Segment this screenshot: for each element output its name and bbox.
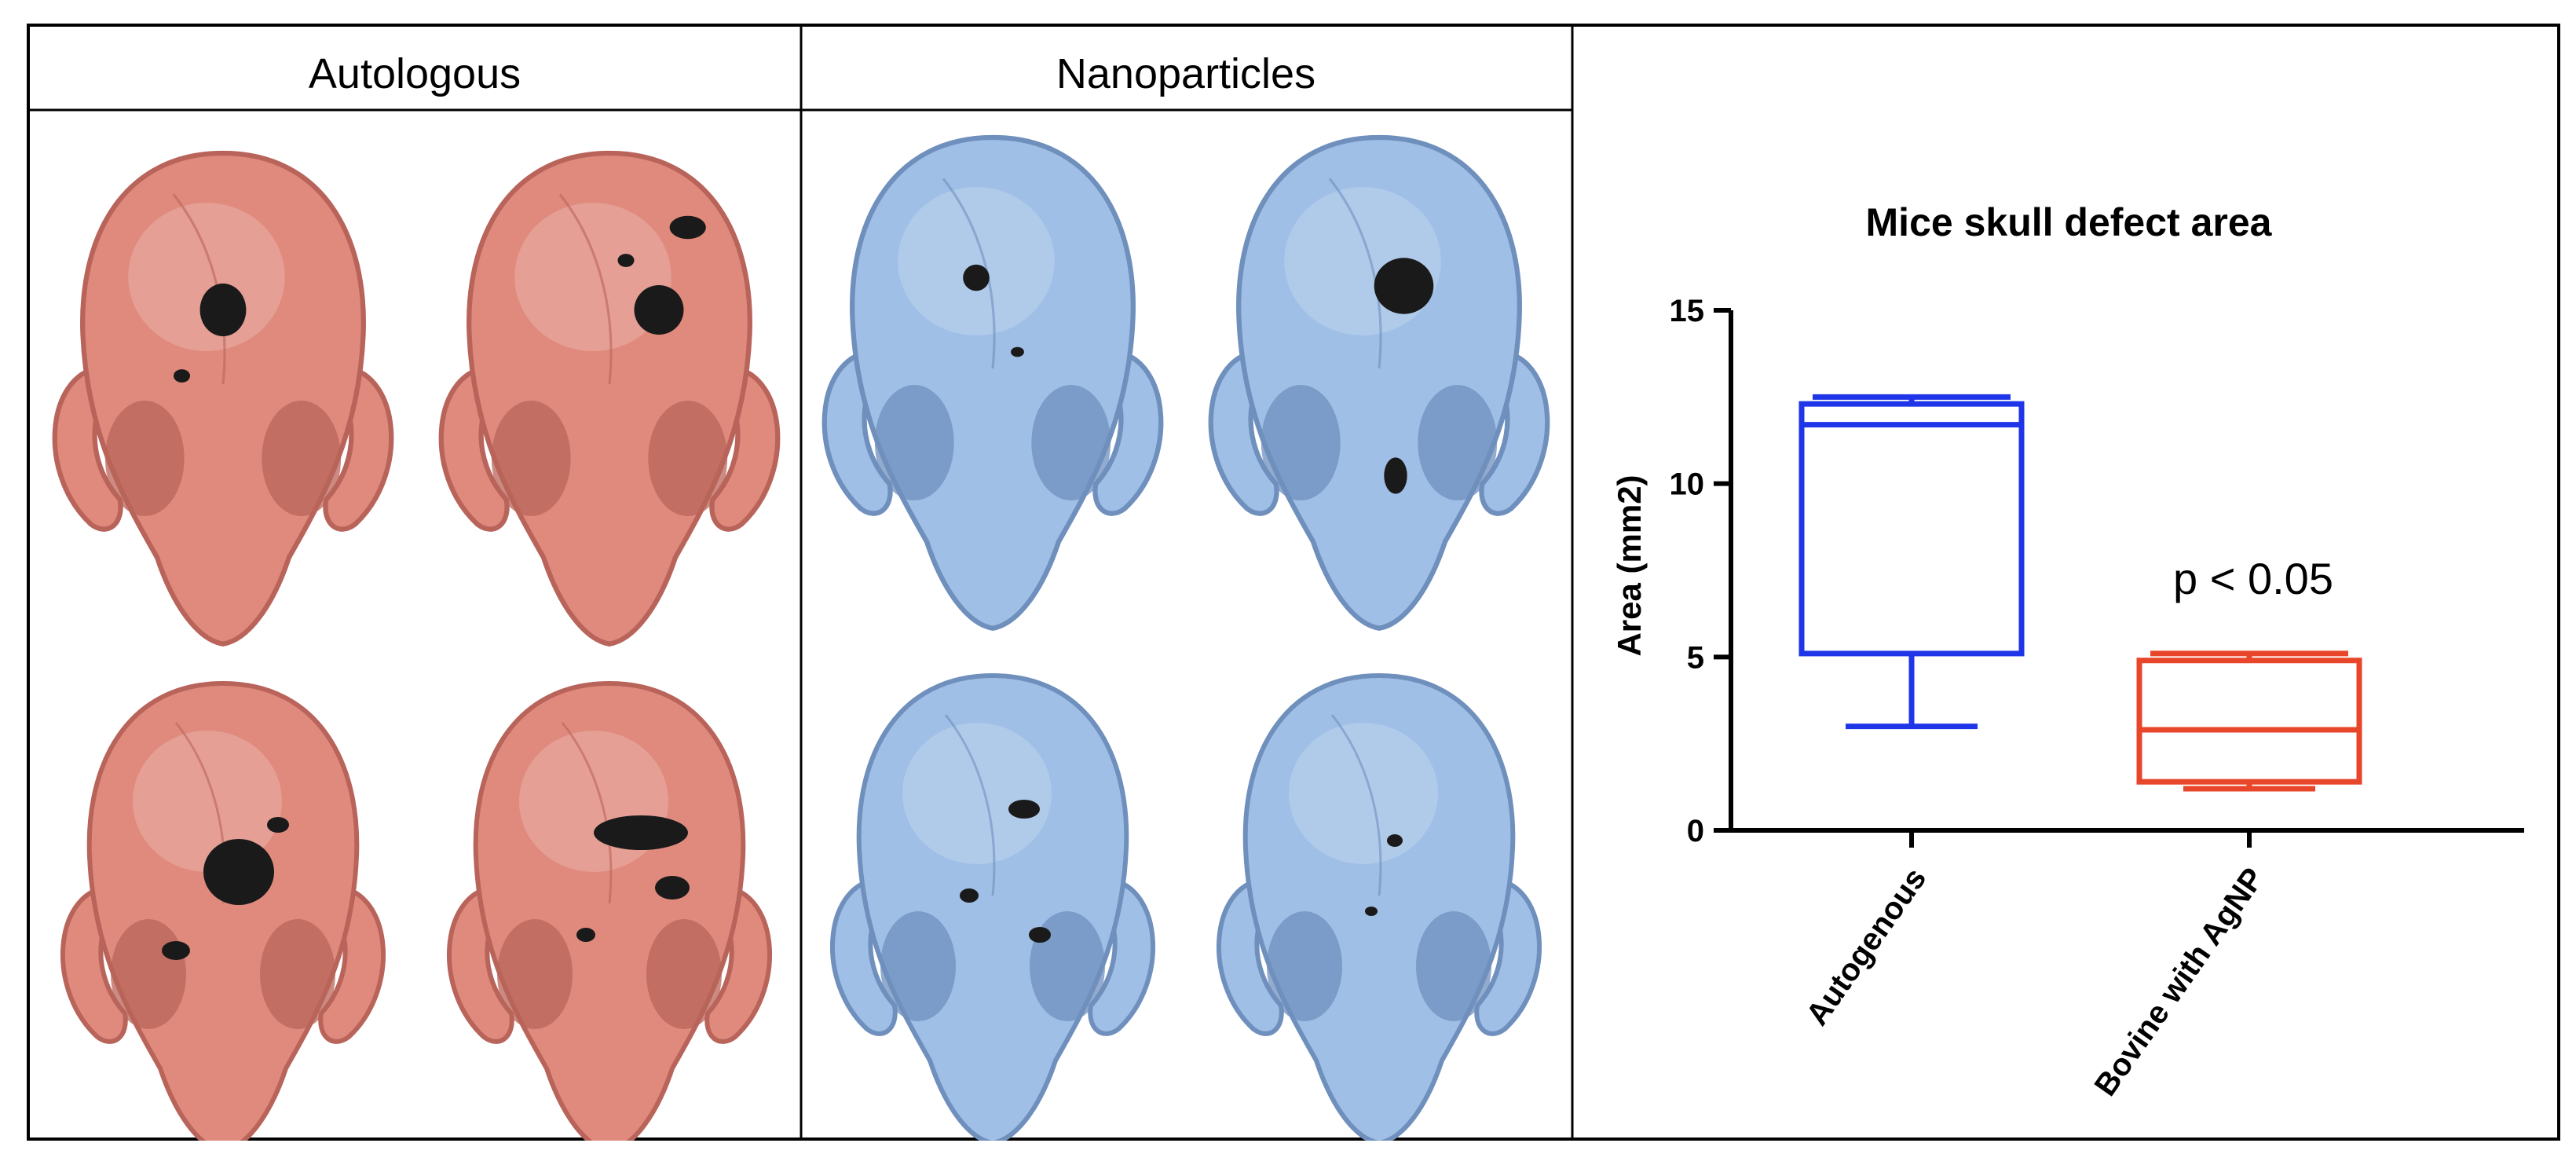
skull-nanoparticles-2	[1208, 134, 1550, 631]
box-plot: Mice skull defect area Area (mm2) p < 0.…	[1611, 200, 2524, 1102]
y-axis-label: Area (mm2)	[1611, 474, 1648, 656]
skull-renders-nanoparticles	[821, 134, 1550, 1141]
box-autogenous	[1798, 394, 2025, 730]
y-tick-label: 15	[1670, 294, 1705, 328]
skull-autologous-1	[52, 150, 394, 647]
skull-autologous-2	[438, 150, 781, 647]
p-value-annotation: p < 0.05	[2173, 554, 2333, 603]
x-tick-label: Bovine with AgNP	[2088, 862, 2271, 1102]
box-bovine-with-agnp	[2136, 650, 2362, 792]
figure-svg: Autologous Nanoparticles Mice skull defe…	[27, 24, 2560, 1141]
skull-autologous-4	[446, 680, 773, 1141]
iqr-box	[1798, 401, 2025, 657]
skull-nanoparticles-1	[821, 134, 1164, 631]
x-tick-label: Autogenous	[1800, 862, 1934, 1031]
y-tick-label: 5	[1687, 640, 1704, 675]
y-tick-label: 0	[1687, 814, 1704, 848]
iqr-box	[2136, 658, 2362, 785]
figure-frame: Autologous Nanoparticles Mice skull defe…	[27, 24, 2560, 1141]
panel-title-autologous: Autologous	[309, 50, 521, 97]
y-tick-label: 10	[1670, 467, 1705, 502]
table-border	[27, 24, 2560, 1141]
panel-title-nanoparticles: Nanoparticles	[1056, 50, 1315, 97]
skull-autologous-3	[60, 680, 386, 1141]
skull-nanoparticles-3	[829, 672, 1156, 1141]
chart-boxes	[1798, 394, 2362, 792]
chart-title: Mice skull defect area	[1866, 200, 2273, 244]
skull-renders-autologous	[52, 150, 781, 1141]
chart-axes: 0 5 10 15 Autogenous Bovine with AgNP	[1670, 294, 2524, 1102]
skull-nanoparticles-4	[1216, 672, 1542, 1141]
